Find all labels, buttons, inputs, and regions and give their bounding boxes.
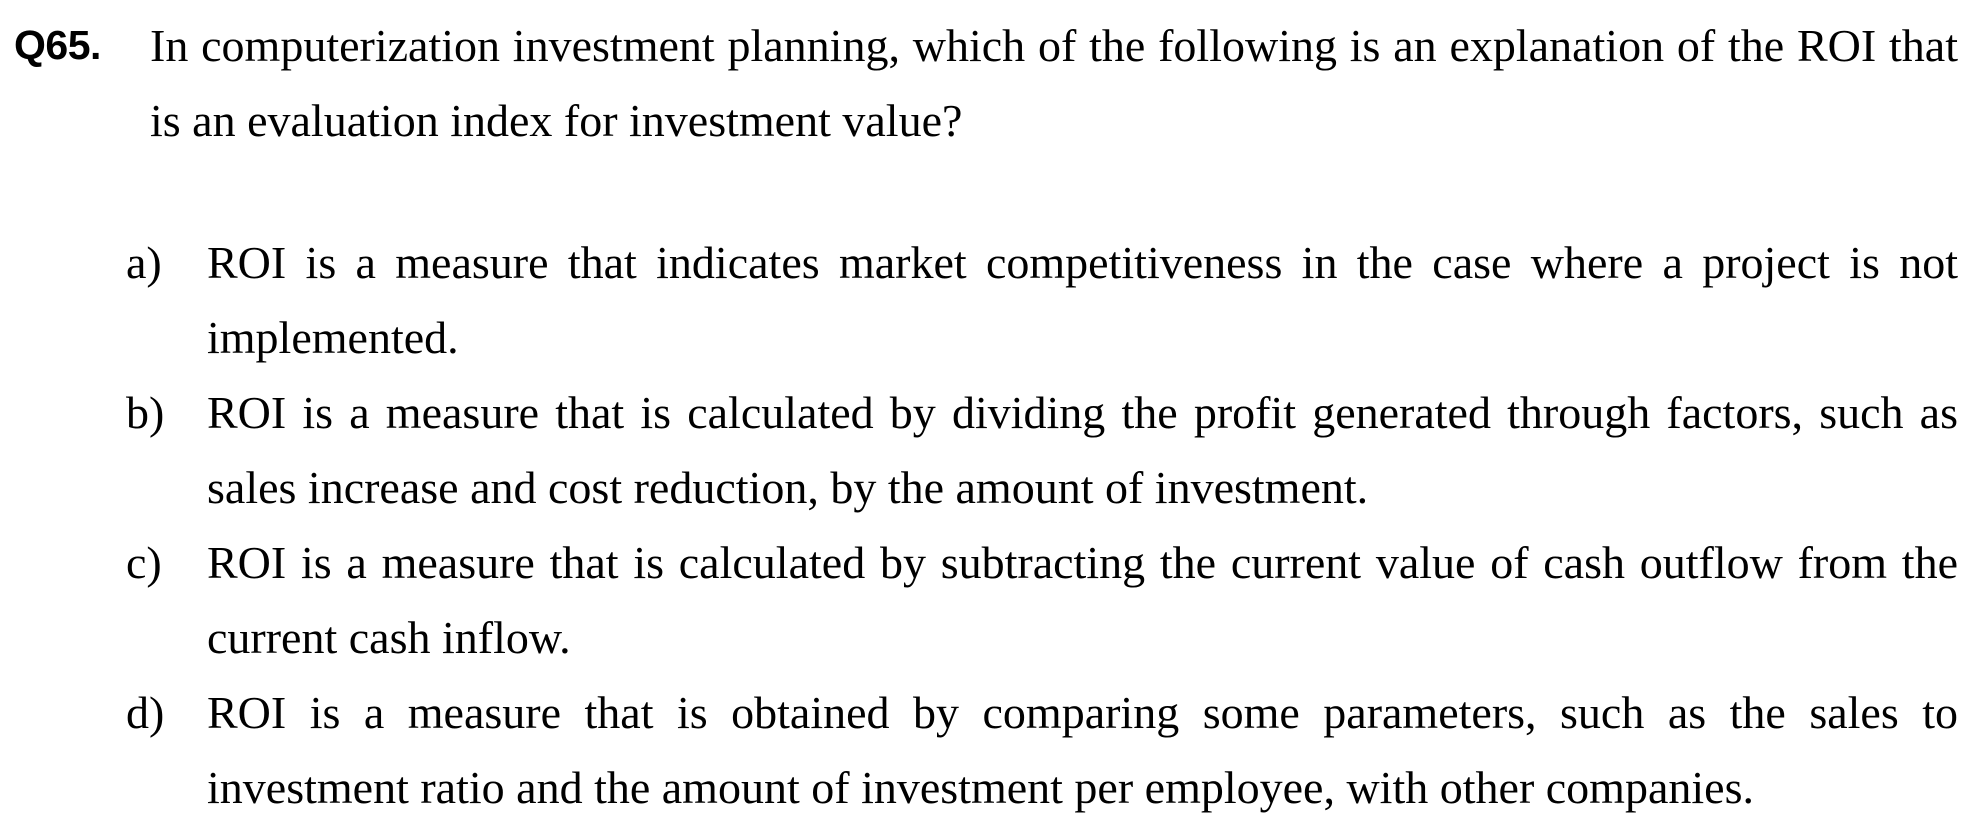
question-row: Q65. In computerization investment plann… xyxy=(14,8,1958,158)
question-number: Q65. xyxy=(14,22,101,68)
option-a: a) ROI is a measure that indicates marke… xyxy=(126,225,1958,375)
option-label: b) xyxy=(126,387,165,438)
option-text: ROI is a measure that indicates market c… xyxy=(207,237,1958,363)
option-label: c) xyxy=(126,537,162,588)
option-label: a) xyxy=(126,237,162,288)
answer-options: a) ROI is a measure that indicates marke… xyxy=(126,225,1958,825)
question-block: Q65. In computerization investment plann… xyxy=(14,8,1958,158)
question-text: In computerization investment planning, … xyxy=(150,20,1958,146)
option-text: ROI is a measure that is calculated by d… xyxy=(207,387,1958,513)
option-label: d) xyxy=(126,687,165,738)
option-b: b) ROI is a measure that is calculated b… xyxy=(126,375,1958,525)
option-text: ROI is a measure that is obtained by com… xyxy=(207,687,1958,813)
option-c: c) ROI is a measure that is calculated b… xyxy=(126,525,1958,675)
option-text: ROI is a measure that is calculated by s… xyxy=(207,537,1958,663)
option-d: d) ROI is a measure that is obtained by … xyxy=(126,675,1958,825)
